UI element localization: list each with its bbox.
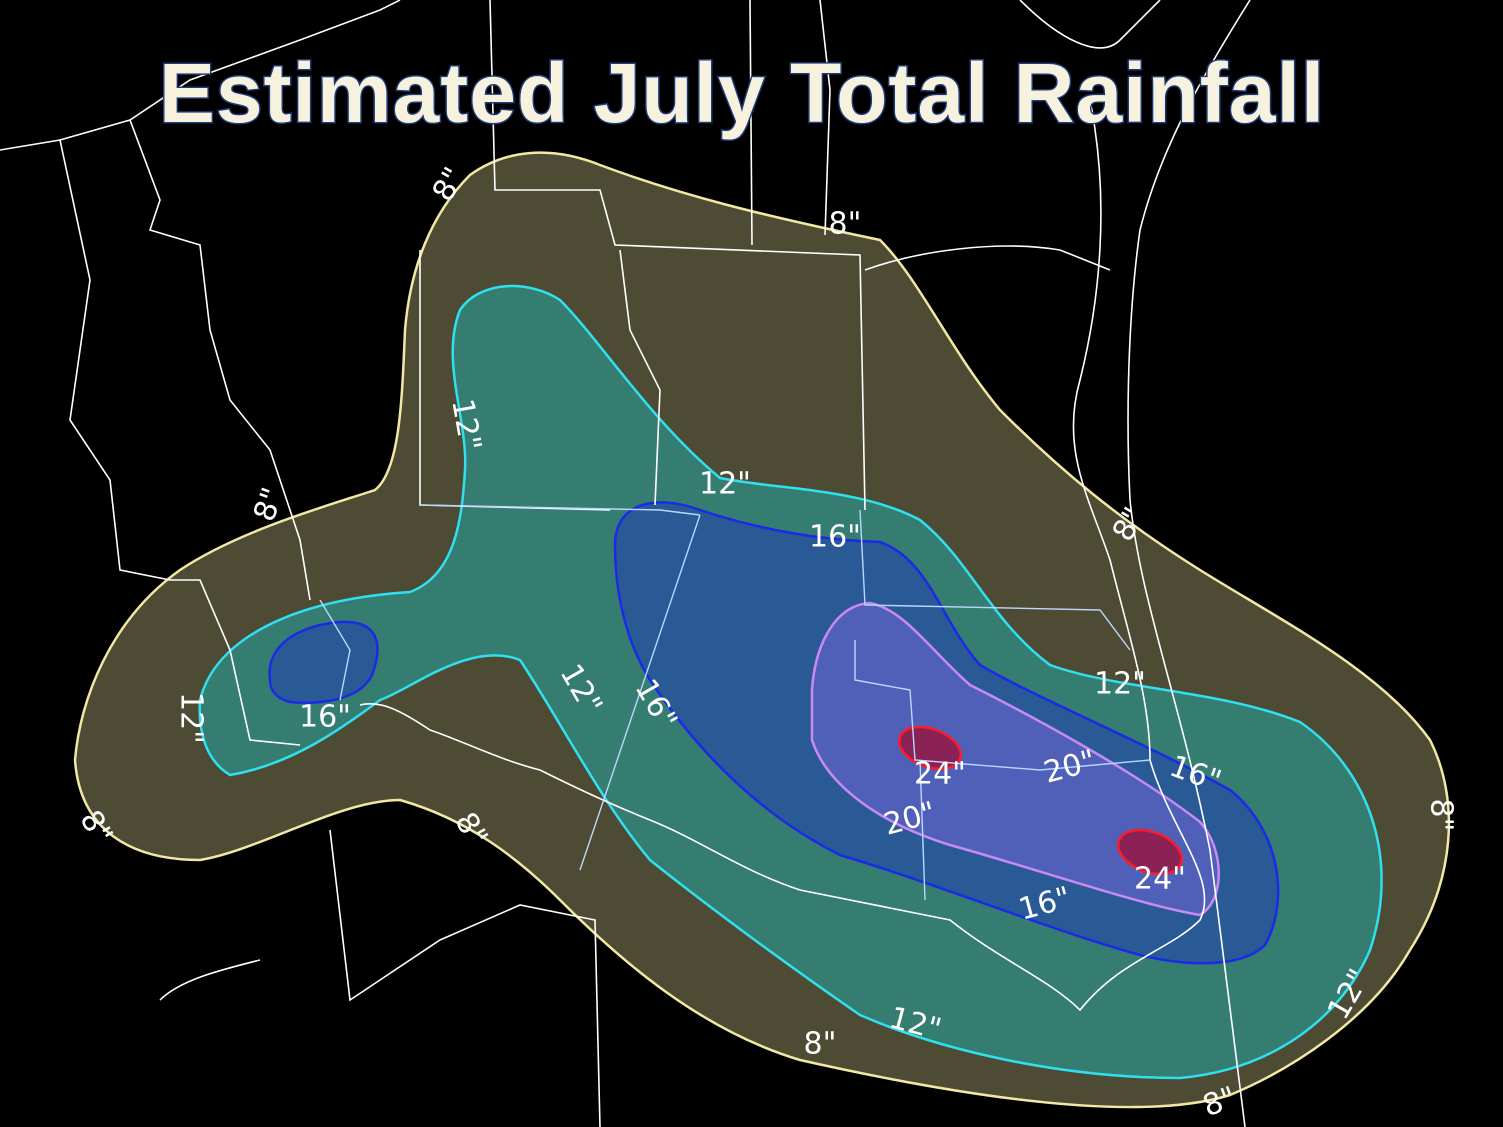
contour-label: 12": [699, 467, 751, 502]
map-title: Estimated July Total Rainfall: [159, 46, 1325, 140]
contour-24: [1116, 828, 1184, 876]
county-lines: [0, 0, 1251, 1127]
region-lines: [319, 504, 1151, 901]
contour-label: 12": [174, 692, 209, 744]
contour-16-small: [268, 620, 379, 704]
contour-label: 8": [804, 1027, 837, 1062]
contour-label: 24": [1134, 862, 1186, 897]
contour-label: 12": [1094, 667, 1146, 702]
contour-label: 8": [829, 207, 862, 242]
contour-label: 8": [1424, 799, 1459, 832]
contour-label: 16": [809, 520, 861, 555]
contour-label: 24": [914, 757, 966, 792]
contour-label: 16": [299, 700, 351, 735]
